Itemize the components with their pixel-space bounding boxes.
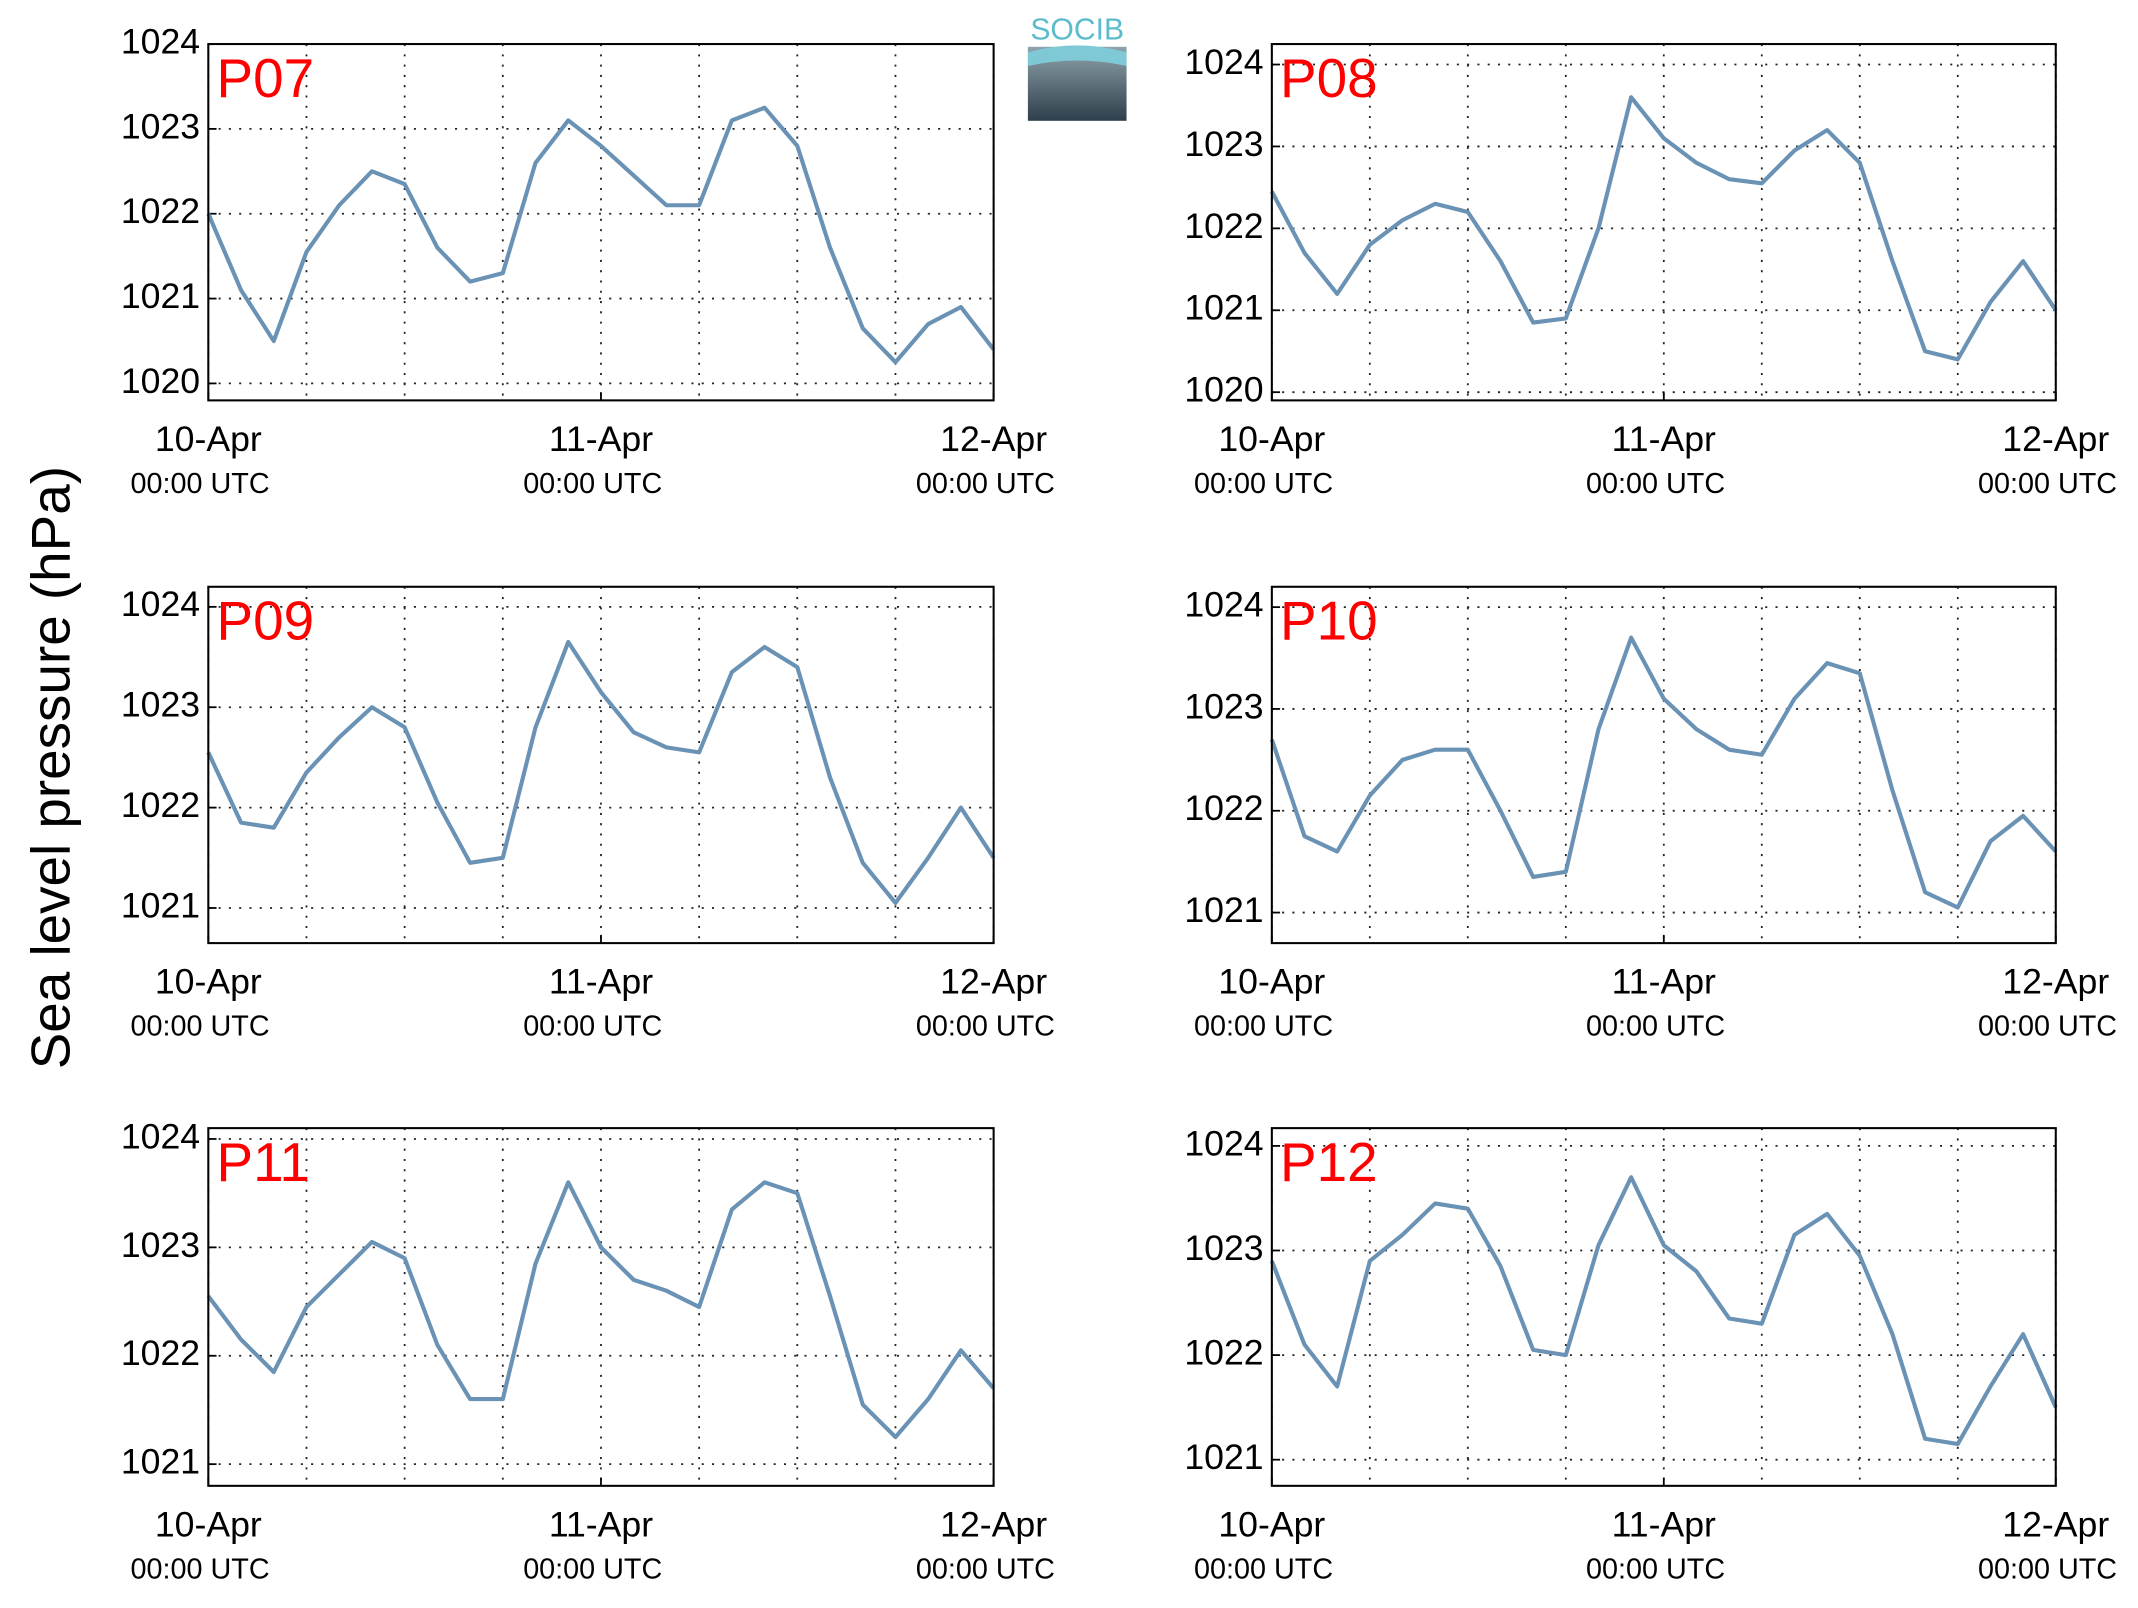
y-tick-label: 1024 [1184,1123,1263,1163]
data-line [1269,1175,2058,1447]
panel: 1021 1022 1023 1024 10-Apr 00:00 UTC 11-Apr 00:… [121,1116,1055,1585]
x-tick-sublabel: 00:00 UTC [916,1011,1055,1043]
logo: SOCIB [1027,14,1127,121]
panel: 1021 1022 1023 1024 10-Apr 00:00 UTC 11-Apr 00:… [121,584,1055,1042]
x-tick-label: 12-Apr [2002,1504,2109,1544]
y-tick-label: 1022 [1184,206,1263,246]
x-tick-sublabel: 00:00 UTC [523,1553,662,1585]
x-tick-sublabel: 00:00 UTC [1586,1553,1725,1585]
y-tick-label: 1024 [1184,42,1263,82]
y-tick-label: 1021 [1184,890,1263,930]
data-line [206,1180,996,1440]
y-tick-label: 1024 [1184,585,1263,625]
y-tick-label: 1023 [121,1225,200,1265]
y-tick-label: 1024 [121,584,200,624]
panel-title: P11 [217,1131,310,1193]
y-tick-label: 1020 [121,361,200,401]
panel: 1021 1022 1023 1024 10-Apr 00:00 UTC 11-Apr 00:… [1184,1123,2117,1585]
x-tick-sublabel: 00:00 UTC [916,468,1055,500]
x-tick-sublabel: 00:00 UTC [1586,468,1725,500]
x-tick-sublabel: 00:00 UTC [1194,1553,1333,1585]
logo-wave [1027,45,1127,66]
x-tick-sublabel: 00:00 UTC [523,468,662,500]
x-tick-sublabel: 00:00 UTC [1978,1553,2117,1585]
panel: 1020 1021 1022 1023 1024 10-Apr 00:00 UTC 11-Ap… [1184,42,2117,500]
x-tick-label: 12-Apr [940,419,1047,459]
y-tick-label: 1021 [121,276,200,316]
logo-text: SOCIB [1030,14,1124,47]
x-tick-sublabel: 00:00 UTC [916,1553,1055,1585]
panel-title: P07 [217,47,315,109]
y-tick-label: 1024 [121,1116,200,1156]
data-line [206,105,996,365]
x-tick-sublabel: 00:00 UTC [1586,1011,1725,1043]
x-tick-label: 12-Apr [2002,419,2109,459]
x-tick-sublabel: 00:00 UTC [131,468,270,500]
panel: 1020 1021 1022 1023 1024 10-Apr 00:00 UTC 11-Ap… [121,21,1055,500]
x-tick-label: 11-Apr [1612,419,1716,459]
x-tick-sublabel: 00:00 UTC [131,1553,270,1585]
y-tick-label: 1022 [121,1333,200,1373]
y-tick-label: 1023 [121,106,200,146]
plot-frame [1270,43,2057,402]
x-tick-label: 12-Apr [940,962,1047,1002]
y-tick-label: 1021 [1184,1437,1263,1477]
x-tick-sublabel: 00:00 UTC [1978,468,2117,500]
data-line [206,639,996,906]
y-axis-label: Sea level pressure (hPa) [19,466,81,1069]
plot-frame [207,585,995,945]
plot-frame [1270,585,2057,945]
x-tick-label: 11-Apr [549,962,653,1002]
panel-title: P10 [1280,590,1378,652]
x-tick-label: 10-Apr [155,419,262,459]
plot-frame [207,1127,995,1487]
x-tick-sublabel: 00:00 UTC [1978,1011,2117,1043]
y-tick-label: 1023 [1184,124,1263,164]
y-tick-label: 1023 [1184,686,1263,726]
data-line [1269,635,2058,910]
y-tick-label: 1022 [121,785,200,825]
x-tick-label: 10-Apr [155,1504,262,1544]
y-tick-label: 1023 [121,685,200,725]
x-tick-label: 10-Apr [155,962,262,1002]
y-tick-label: 1022 [1184,1332,1263,1372]
plot-frame [207,43,995,402]
panel-title: P08 [1280,47,1378,109]
y-tick-label: 1023 [1184,1228,1263,1268]
y-tick-label: 1021 [121,1442,200,1482]
y-tick-label: 1021 [1184,288,1263,328]
x-tick-sublabel: 00:00 UTC [131,1011,270,1043]
x-tick-label: 11-Apr [1612,962,1716,1002]
y-tick-label: 1020 [1184,370,1263,410]
x-tick-label: 11-Apr [1612,1504,1716,1544]
panel-title: P09 [217,590,315,652]
x-tick-sublabel: 00:00 UTC [1194,1011,1333,1043]
plot-frame [1270,1127,2057,1487]
x-tick-label: 11-Apr [549,1504,653,1544]
x-tick-label: 10-Apr [1218,419,1325,459]
x-tick-sublabel: 00:00 UTC [1194,468,1333,500]
panel-title: P12 [1280,1131,1378,1193]
y-tick-label: 1024 [121,21,200,61]
x-tick-label: 10-Apr [1218,1504,1325,1544]
x-tick-label: 10-Apr [1218,962,1325,1002]
y-tick-label: 1022 [1184,788,1263,828]
y-tick-label: 1022 [121,191,200,231]
panel: 1021 1022 1023 1024 10-Apr 00:00 UTC 11-Apr 00:… [1184,585,2117,1043]
data-line [1270,95,2058,362]
x-tick-label: 11-Apr [549,419,653,459]
y-tick-label: 1021 [121,885,200,925]
x-tick-sublabel: 00:00 UTC [523,1011,662,1043]
x-tick-label: 12-Apr [940,1504,1047,1544]
x-tick-label: 12-Apr [2002,962,2109,1002]
